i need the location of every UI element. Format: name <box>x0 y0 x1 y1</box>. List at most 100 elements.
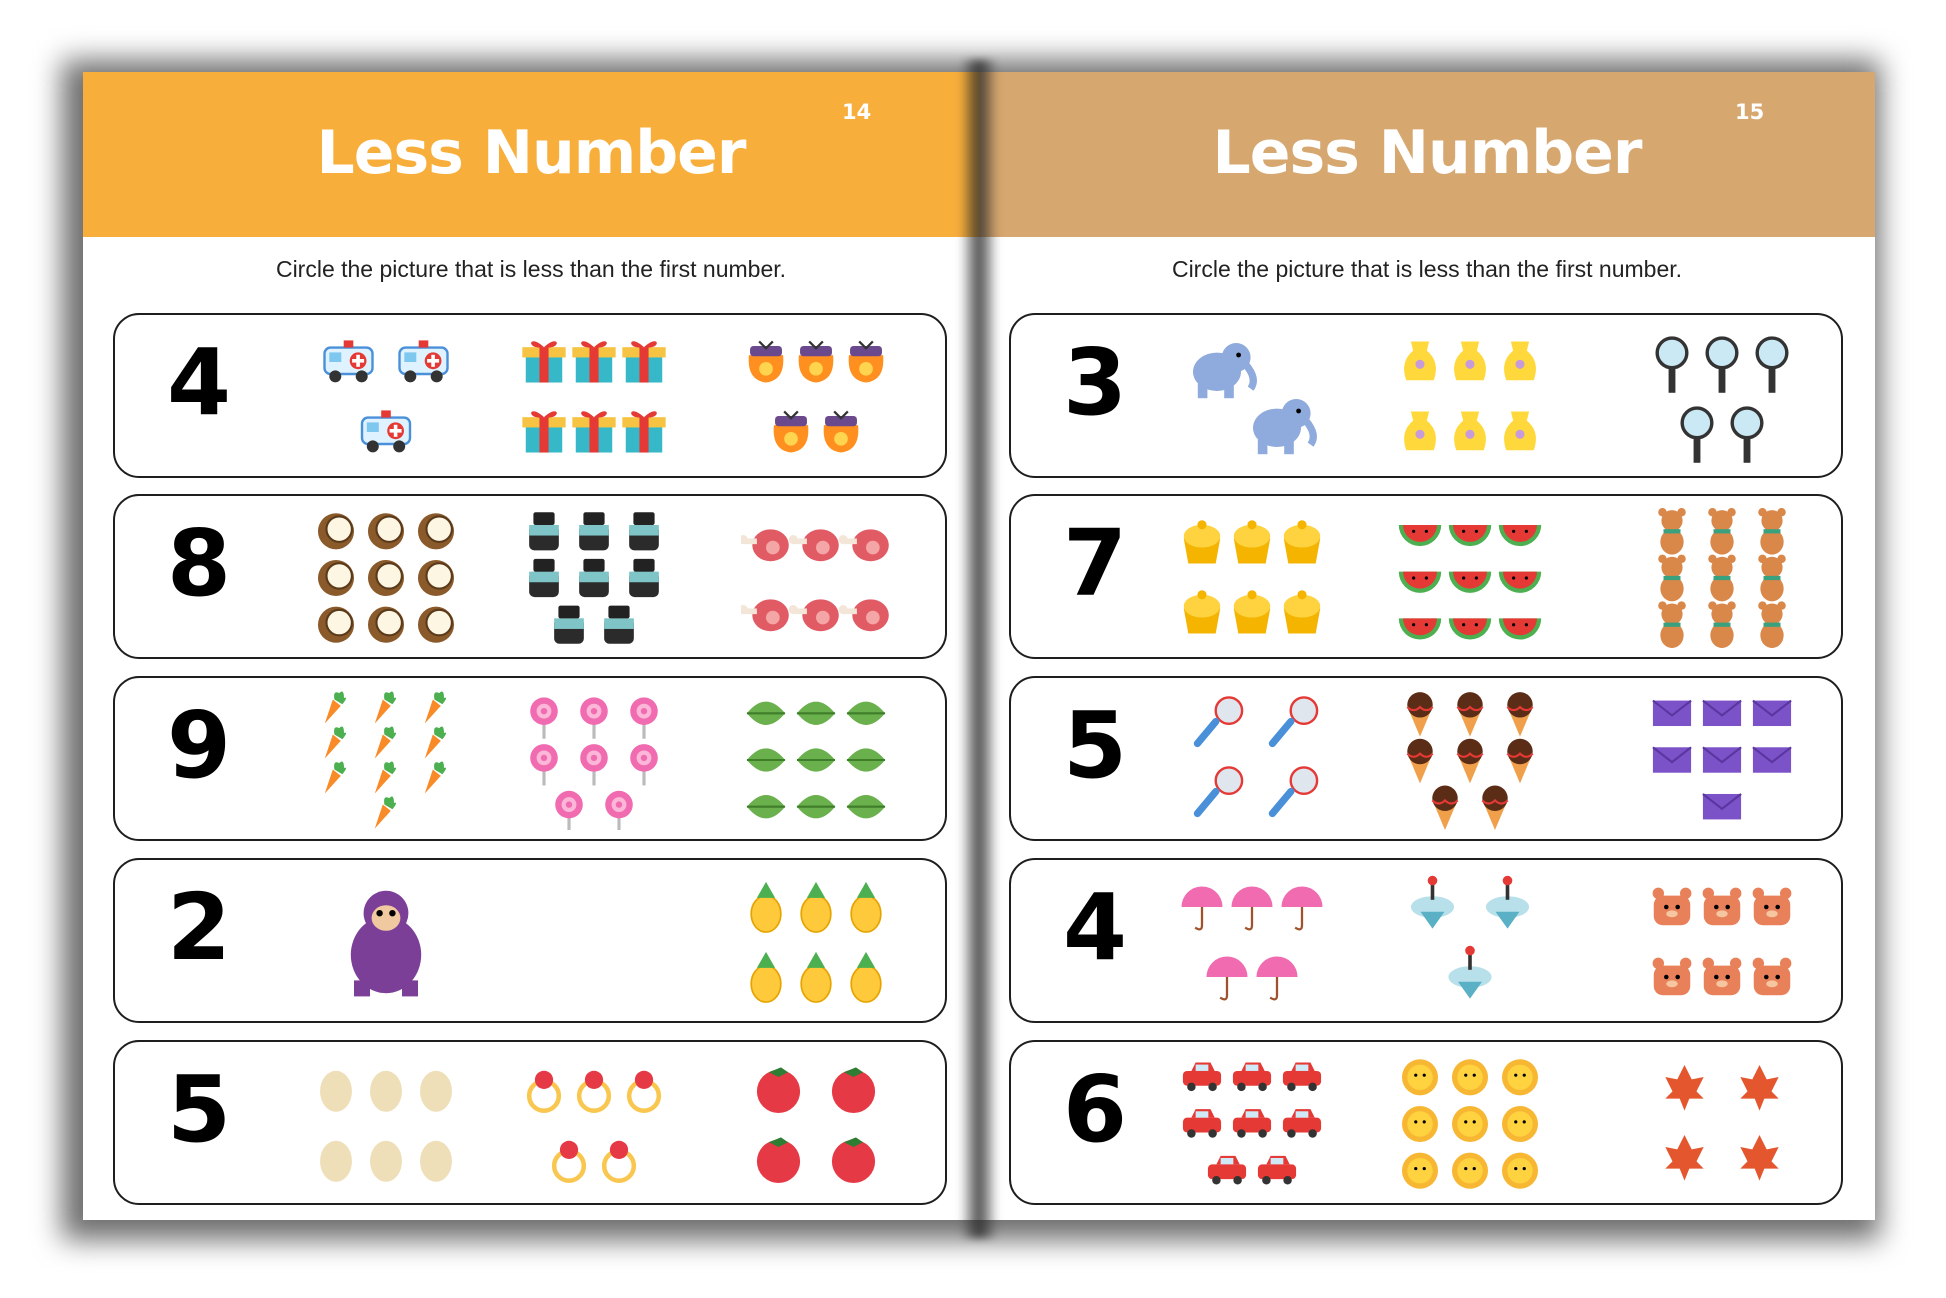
gorilla-icon <box>350 890 422 997</box>
bear-hat-icon <box>1702 957 1742 996</box>
moon-icon <box>617 885 639 929</box>
teddy-bear-picture-group[interactable] <box>1647 507 1797 649</box>
elephant-picture-group[interactable] <box>1177 327 1327 467</box>
ambulance-picture-group[interactable] <box>311 327 461 467</box>
lemon-cake-icon <box>1233 520 1271 564</box>
ice-cream-icon <box>1481 785 1509 831</box>
target-number: 4 <box>167 329 232 436</box>
lollipop-picture-group[interactable] <box>519 690 669 833</box>
coconut-icon <box>317 513 355 550</box>
teddy-bear-icon <box>1658 507 1686 555</box>
ice-cream-icon <box>1456 692 1484 737</box>
watermelon-icon <box>1448 618 1492 640</box>
ice-cream-icon <box>1406 692 1434 737</box>
pineapple-icon <box>800 881 832 933</box>
spinning-top-icon <box>1448 945 1492 999</box>
ham-icon <box>738 599 789 632</box>
gorilla-picture-group[interactable] <box>311 872 461 1012</box>
car-icon <box>1282 1109 1322 1138</box>
teddy-bear-icon <box>1758 507 1786 555</box>
lollipop-icon <box>530 744 558 786</box>
ink-bottle-icon <box>554 605 584 644</box>
rattle-icon <box>1268 766 1319 818</box>
pineapple-icon <box>850 951 882 1003</box>
carrot-picture-group[interactable] <box>311 690 461 830</box>
leaf-icon <box>796 795 836 819</box>
gift-icon <box>572 411 616 453</box>
coconut-icon <box>317 559 355 597</box>
moon-picture-group[interactable] <box>519 872 669 1012</box>
lemon-cake-picture-group[interactable] <box>1177 508 1327 648</box>
carrot-icon <box>324 691 347 724</box>
watermelon-icon <box>1448 571 1492 593</box>
magnifier-icon <box>1755 336 1789 393</box>
car-icon <box>1282 1062 1322 1092</box>
lollipop-icon <box>630 744 658 786</box>
tomato-picture-group[interactable] <box>741 1054 891 1194</box>
car-picture-group[interactable] <box>1177 1054 1327 1194</box>
carrot-icon <box>374 726 397 759</box>
watermelon-icon <box>1398 524 1442 547</box>
bear-hat-picture-group[interactable] <box>1647 872 1797 1012</box>
ring-picture-group[interactable] <box>519 1054 669 1194</box>
moon-icon <box>542 885 564 929</box>
ham-picture-group[interactable] <box>738 508 891 648</box>
pineapple-picture-group[interactable] <box>741 872 891 1012</box>
sun-picture-group[interactable] <box>1395 1054 1545 1194</box>
exercise-row: 2 <box>113 858 947 1023</box>
exercise-row: 5 <box>113 1040 947 1205</box>
honey-jar-icon <box>748 340 784 383</box>
coconut-picture-group[interactable] <box>311 508 461 648</box>
page-title: Less Number <box>1212 118 1643 188</box>
honey-jar-icon <box>823 410 859 453</box>
exercise-row: 9 <box>113 676 947 841</box>
carrot-icon <box>424 691 447 724</box>
umbrella-icon <box>1231 886 1273 931</box>
coconut-icon <box>417 559 455 597</box>
umbrella-picture-group[interactable] <box>1177 872 1327 1012</box>
watermelon-picture-group[interactable] <box>1395 508 1545 648</box>
ink-bottle-picture-group[interactable] <box>519 508 669 648</box>
rattle-icon <box>1193 696 1244 748</box>
vase-icon <box>1454 341 1486 381</box>
honey-jar-picture-group[interactable] <box>741 327 891 467</box>
lemon-cake-icon <box>1233 590 1271 634</box>
magnifier-icon <box>1680 406 1714 463</box>
leaf-picture-group[interactable] <box>741 690 891 830</box>
envelope-picture-group[interactable] <box>1647 690 1797 830</box>
envelope-icon <box>1702 699 1742 727</box>
gift-picture-group[interactable] <box>519 327 669 467</box>
target-number: 6 <box>1063 1056 1128 1163</box>
exercise-row: 7 <box>1009 494 1843 659</box>
maple-leaf-icon <box>1665 1135 1704 1181</box>
page-header: Less Number 14 <box>83 72 979 237</box>
egg-icon <box>370 1070 402 1112</box>
rattle-icon <box>1268 696 1319 748</box>
maple-leaf-picture-group[interactable] <box>1647 1054 1797 1194</box>
ice-cream-picture-group[interactable] <box>1395 690 1545 831</box>
vase-icon <box>1504 341 1536 381</box>
magnifier-icon <box>1705 336 1739 393</box>
envelope-icon <box>1702 793 1742 820</box>
rattle-picture-group[interactable] <box>1177 690 1327 830</box>
lemon-cake-icon <box>1283 520 1321 564</box>
magnifier-picture-group[interactable] <box>1647 327 1797 467</box>
leaf-icon <box>796 748 836 772</box>
spinning-top-picture-group[interactable] <box>1395 872 1545 1012</box>
tomato-icon <box>756 1067 801 1113</box>
teddy-bear-icon <box>1658 554 1686 602</box>
honey-jar-icon <box>773 410 809 453</box>
ink-bottle-icon <box>529 558 559 598</box>
sun-icon <box>1451 1105 1489 1143</box>
watermelon-icon <box>1398 618 1442 640</box>
bear-hat-icon <box>1752 957 1792 996</box>
coconut-icon <box>367 606 405 643</box>
car-icon <box>1232 1062 1272 1092</box>
gift-icon <box>522 341 566 383</box>
vase-picture-group[interactable] <box>1395 327 1545 467</box>
carrot-icon <box>324 726 347 759</box>
egg-picture-group[interactable] <box>311 1054 461 1194</box>
page-title: Less Number <box>316 118 747 188</box>
carrot-icon <box>424 761 447 794</box>
coconut-icon <box>317 606 355 643</box>
